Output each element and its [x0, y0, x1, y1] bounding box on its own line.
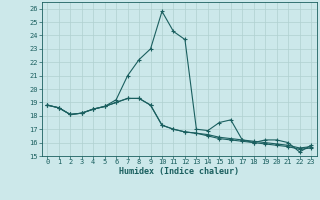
- X-axis label: Humidex (Indice chaleur): Humidex (Indice chaleur): [119, 167, 239, 176]
